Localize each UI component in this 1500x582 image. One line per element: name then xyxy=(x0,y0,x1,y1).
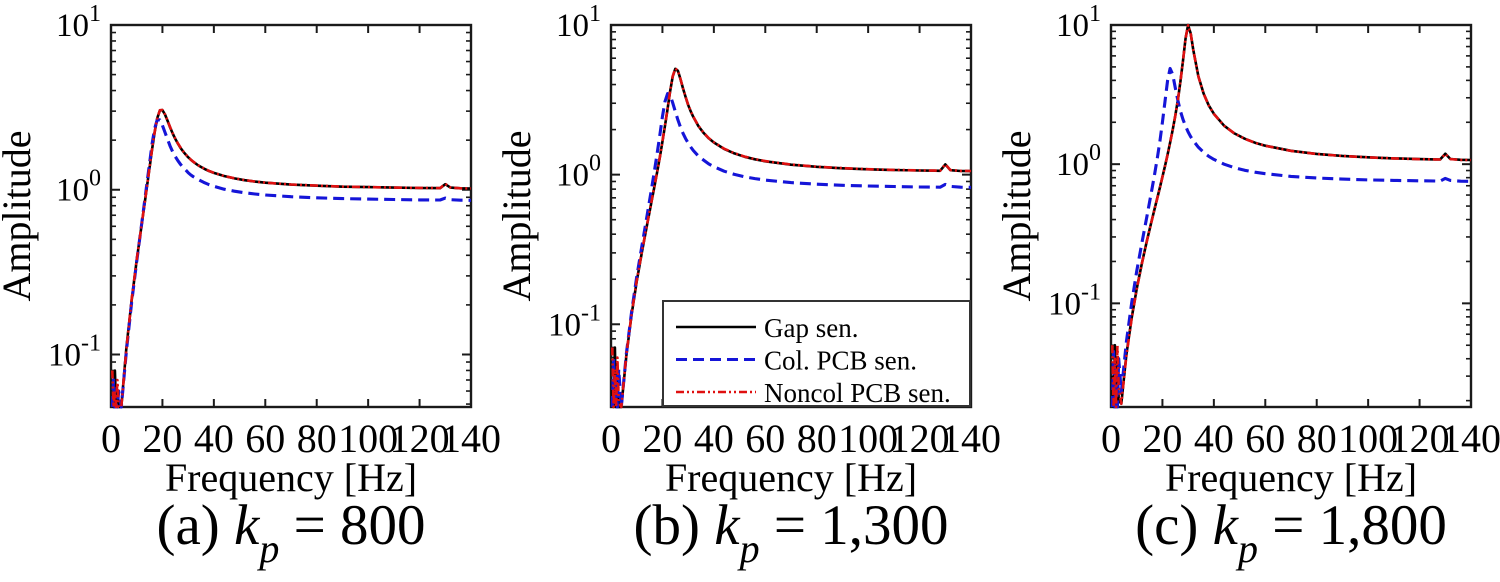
x-tick-label: 120 xyxy=(890,416,950,461)
x-tick-label: 20 xyxy=(642,416,682,461)
caption-index: (c) xyxy=(1135,494,1213,557)
x-axis-label: Frequency [Hz] xyxy=(165,455,417,500)
x-tick-label: 80 xyxy=(297,416,337,461)
legend-label-noncol-pcb-sen: Noncol PCB sen. xyxy=(764,378,951,408)
y-tick-label: 10-1 xyxy=(1048,279,1101,322)
caption-variable: k xyxy=(234,494,260,557)
y-tick-label: 101 xyxy=(1056,1,1101,44)
x-tick-label: 100 xyxy=(338,416,398,461)
subplot-a: 0 20 40 60 80 100 120 140 101 100 10-1 Frequency [H… xyxy=(0,0,500,582)
subplot-a-caption: (a) kp = 800 xyxy=(82,494,500,569)
series-col-pcb-sen xyxy=(1110,66,1472,409)
caption-value: = 1,300 xyxy=(759,494,949,557)
x-tick-label: 80 xyxy=(1297,416,1337,461)
x-tick-label: 20 xyxy=(1142,416,1182,461)
axes-box xyxy=(1109,23,1473,409)
y-axis-label: Amplitude xyxy=(0,130,39,301)
x-tick-label: 140 xyxy=(1441,416,1500,461)
caption-value: = 1,800 xyxy=(1257,494,1447,557)
legend-label-col-pcb-sen: Col. PCB sen. xyxy=(764,346,917,376)
legend-label-gap-sen: Gap sen. xyxy=(764,313,858,343)
caption-variable: k xyxy=(714,494,740,557)
series-gap-sen xyxy=(111,108,472,409)
caption-index: (a) xyxy=(156,494,235,557)
x-tick-label: 20 xyxy=(142,416,182,461)
subplot-c-caption: (c) kp = 1,800 xyxy=(1082,494,1500,569)
subplot-b-caption: (b) kp = 1,300 xyxy=(582,494,1000,569)
caption-subscript: p xyxy=(1237,526,1258,571)
caption-subscript: p xyxy=(739,526,760,571)
y-tick-label: 10-1 xyxy=(548,300,601,343)
subplot-c: 0 20 40 60 80 100 120 140 101 100 10-1 Frequency [H… xyxy=(1000,0,1500,582)
caption-index: (b) xyxy=(633,494,715,557)
x-tick-label: 0 xyxy=(601,416,621,461)
x-tick-label: 60 xyxy=(245,416,285,461)
x-axis-label: Frequency [Hz] xyxy=(1165,455,1417,500)
y-tick-label: 101 xyxy=(56,1,101,44)
y-axis-label: Amplitude xyxy=(1000,130,1039,301)
x-tick-label: 40 xyxy=(194,416,234,461)
series-col-pcb-sen xyxy=(110,118,472,409)
x-tick-label: 40 xyxy=(694,416,734,461)
x-tick-label: 60 xyxy=(745,416,785,461)
caption-variable2: k xyxy=(1212,494,1238,557)
y-tick-label: 100 xyxy=(1056,140,1101,183)
series-col-pcb-sen xyxy=(610,92,972,409)
series-noncol-pcb-sen xyxy=(111,108,472,409)
x-tick-label: 140 xyxy=(941,416,1000,461)
y-axis-label: Amplitude xyxy=(500,130,539,301)
x-tick-label: 40 xyxy=(1194,416,1234,461)
subplot-b: 0 20 40 60 80 100 120 140 101 100 10-1 Frequency [H… xyxy=(500,0,1000,582)
series-noncol-pcb-sen xyxy=(1111,23,1472,409)
y-tick-label: 10-1 xyxy=(48,330,101,373)
x-tick-label: 100 xyxy=(838,416,898,461)
legend: Gap sen.Col. PCB sen.Noncol PCB sen. xyxy=(662,300,971,408)
x-tick-label: 0 xyxy=(1101,416,1121,461)
axes-box xyxy=(109,23,473,409)
x-tick-label: 60 xyxy=(1245,416,1285,461)
x-tick-label: 0 xyxy=(101,416,121,461)
x-tick-label: 120 xyxy=(390,416,450,461)
x-tick-label: 80 xyxy=(797,416,837,461)
y-tick-label: 101 xyxy=(556,1,601,44)
caption-value: = 800 xyxy=(279,494,426,557)
legend-box xyxy=(662,300,971,407)
x-axis-label: Frequency [Hz] xyxy=(665,455,917,500)
x-tick-label: 140 xyxy=(441,416,500,461)
x-tick-label: 100 xyxy=(1338,416,1398,461)
y-tick-label: 100 xyxy=(556,151,601,194)
caption-subscript: p xyxy=(259,526,280,571)
x-tick-label: 120 xyxy=(1390,416,1450,461)
y-tick-label: 100 xyxy=(56,166,101,209)
